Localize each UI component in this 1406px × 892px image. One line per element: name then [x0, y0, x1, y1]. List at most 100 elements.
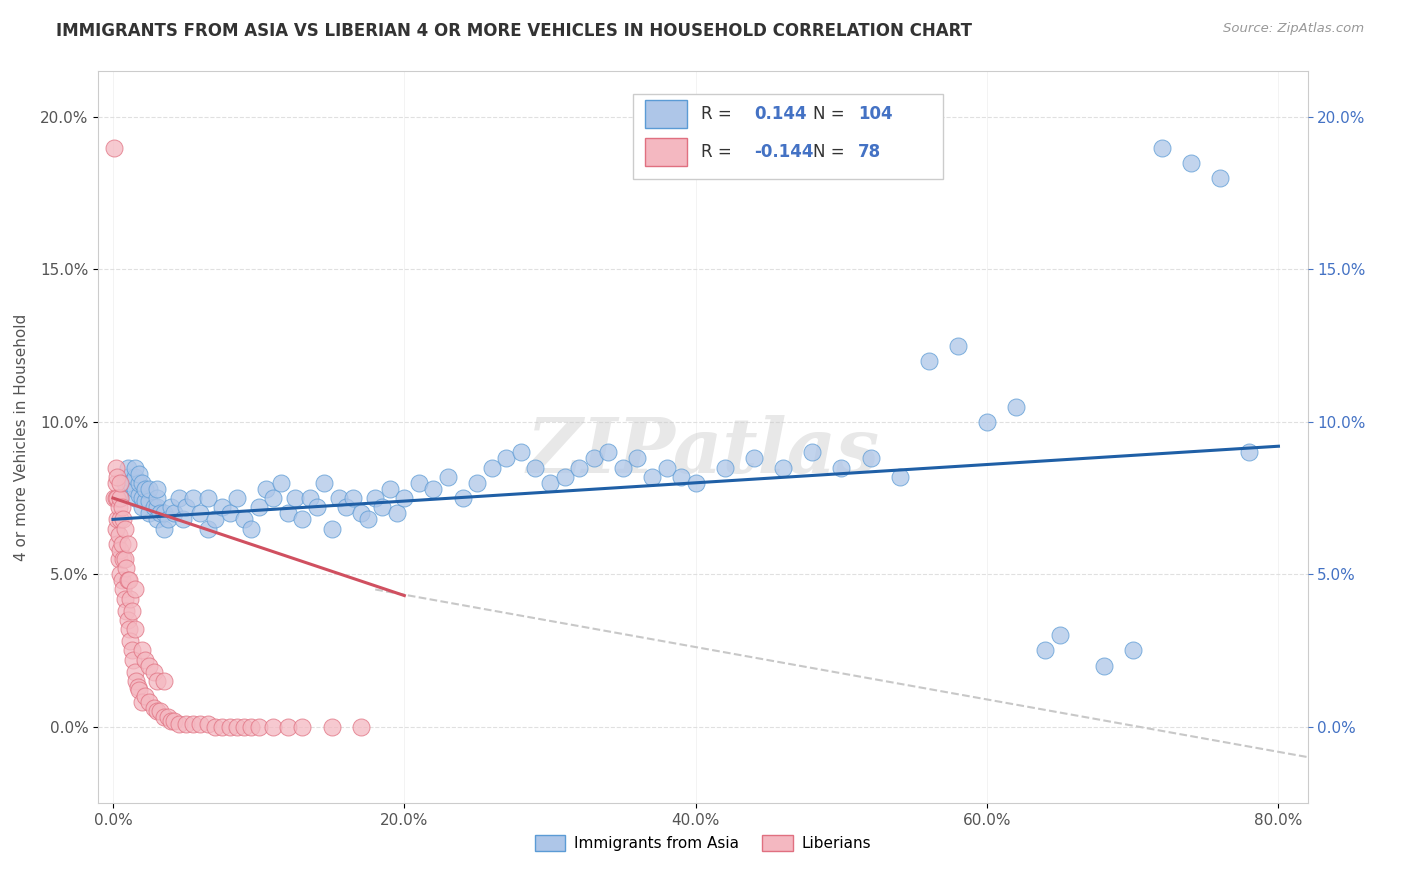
Point — [131, 695, 153, 709]
Point — [111, 537, 134, 551]
Point — [124, 469, 146, 483]
Point — [117, 537, 139, 551]
Point — [172, 512, 194, 526]
Legend: Immigrants from Asia, Liberians: Immigrants from Asia, Liberians — [529, 830, 877, 857]
Point — [772, 460, 794, 475]
Point — [204, 512, 226, 526]
Point — [142, 665, 165, 679]
Bar — [645, 138, 688, 167]
Point — [801, 445, 824, 459]
Point — [110, 475, 132, 490]
Point — [190, 716, 212, 731]
Point — [134, 494, 156, 508]
Point — [1122, 643, 1144, 657]
Point — [157, 512, 180, 526]
Point — [859, 451, 882, 466]
Text: N =: N = — [813, 105, 851, 123]
Point — [110, 491, 132, 505]
Point — [167, 491, 190, 505]
Point — [197, 521, 219, 535]
Point — [233, 512, 256, 526]
FancyBboxPatch shape — [633, 95, 942, 179]
Point — [131, 643, 153, 657]
Point — [114, 591, 136, 606]
Point — [128, 683, 150, 698]
Point — [524, 460, 547, 475]
Point — [509, 445, 531, 459]
Point — [1005, 400, 1028, 414]
Point — [128, 475, 150, 490]
Point — [163, 714, 186, 728]
Point — [153, 710, 176, 724]
Point — [262, 491, 284, 505]
Point — [153, 506, 176, 520]
Text: R =: R = — [700, 105, 737, 123]
Point — [321, 521, 343, 535]
Point — [298, 491, 321, 505]
Point — [110, 491, 132, 505]
Point — [114, 521, 136, 535]
Y-axis label: 4 or more Vehicles in Household: 4 or more Vehicles in Household — [14, 313, 30, 561]
Point — [103, 140, 125, 154]
Point — [350, 506, 373, 520]
Point — [134, 689, 156, 703]
Text: N =: N = — [813, 144, 851, 161]
Point — [211, 720, 233, 734]
Point — [118, 622, 141, 636]
Point — [328, 491, 350, 505]
Point — [121, 643, 143, 657]
Point — [145, 512, 167, 526]
Point — [451, 491, 474, 505]
Point — [211, 500, 233, 515]
Point — [105, 469, 128, 483]
Point — [240, 720, 263, 734]
Point — [167, 716, 190, 731]
Point — [291, 720, 314, 734]
Text: 78: 78 — [858, 144, 882, 161]
Point — [918, 354, 941, 368]
Point — [110, 512, 132, 526]
Point — [134, 652, 156, 666]
Text: 104: 104 — [858, 105, 893, 123]
Point — [114, 475, 136, 490]
Point — [181, 716, 204, 731]
Point — [114, 552, 136, 566]
Point — [378, 482, 401, 496]
Point — [105, 512, 128, 526]
Point — [321, 720, 343, 734]
Point — [124, 582, 146, 597]
Point — [385, 506, 408, 520]
Point — [233, 720, 256, 734]
Text: ZIPatlas: ZIPatlas — [526, 415, 880, 489]
Point — [174, 500, 197, 515]
Point — [240, 521, 263, 535]
Point — [976, 415, 998, 429]
Point — [174, 716, 197, 731]
Point — [117, 460, 139, 475]
Point — [568, 460, 591, 475]
Point — [277, 720, 299, 734]
Point — [103, 491, 125, 505]
Point — [104, 491, 127, 505]
Point — [120, 475, 142, 490]
Point — [128, 488, 150, 502]
Point — [145, 482, 167, 496]
Point — [145, 705, 167, 719]
Point — [669, 469, 692, 483]
Point — [1033, 643, 1056, 657]
Point — [111, 574, 134, 588]
Point — [247, 720, 270, 734]
Point — [181, 491, 204, 505]
Point — [946, 338, 969, 352]
Point — [262, 720, 284, 734]
Point — [104, 460, 127, 475]
Point — [120, 634, 142, 648]
Point — [118, 574, 141, 588]
Point — [112, 552, 135, 566]
Point — [408, 475, 430, 490]
Point — [342, 491, 364, 505]
Point — [138, 494, 160, 508]
Point — [104, 521, 127, 535]
Point — [153, 521, 176, 535]
Point — [197, 716, 219, 731]
